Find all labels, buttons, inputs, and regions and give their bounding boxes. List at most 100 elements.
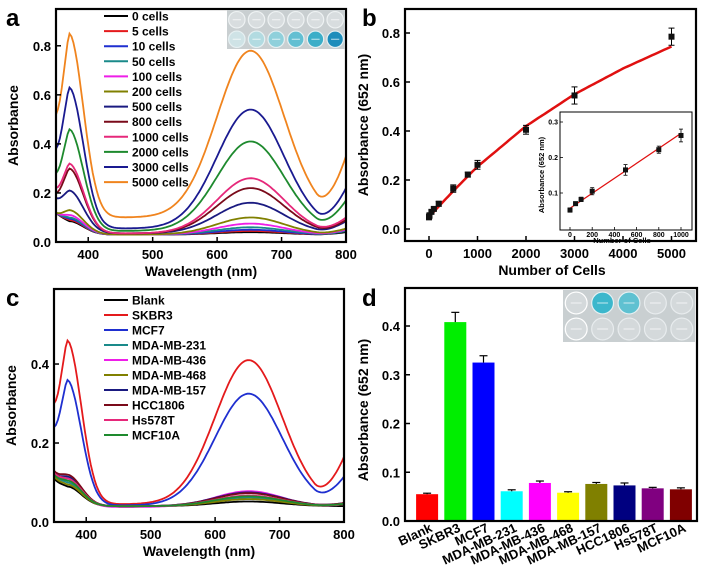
data-point: [426, 212, 433, 219]
y-tick-label: 0.1: [382, 465, 400, 480]
x-tick-label: 400: [77, 247, 99, 262]
inset-data-point: [578, 196, 584, 202]
y-axis-title: Absorbance: [3, 365, 19, 446]
y-tick-label: 0.2: [382, 417, 400, 432]
y-tick-label: 0.2: [382, 173, 400, 188]
inset-plot: 0 200 400 600 800 1000 0.1 0.2 0.3 Number of Cell…: [537, 111, 693, 245]
y-tick-label: 0.6: [33, 88, 51, 103]
y-tick-label: 0.4: [382, 124, 401, 139]
bar-mda-mb-231: [500, 491, 523, 521]
legend-label: 50 cells: [132, 55, 176, 69]
x-tick-label: 0: [425, 246, 432, 261]
series-line-200-cells: [56, 209, 346, 236]
series-group: [56, 31, 346, 236]
inset-y-tick-label: 0.2: [548, 155, 558, 162]
legend-label: 2000 cells: [132, 145, 189, 159]
inset-x-tick-label: 600: [631, 232, 643, 239]
y-tick-label: 0.2: [31, 436, 49, 451]
x-axis-title: Wavelength (nm): [145, 263, 257, 279]
y-tick-label: 0.0: [31, 515, 49, 530]
x-tick-label: 400: [75, 527, 97, 542]
x-tick-label: 600: [204, 527, 226, 542]
inset-x-tick-label: 800: [653, 232, 665, 239]
x-tick-label: 800: [333, 527, 355, 542]
x-tick-label: 500: [140, 527, 162, 542]
legend-label: 5000 cells: [132, 176, 189, 190]
data-point: [474, 161, 481, 168]
inset-data-point: [678, 132, 684, 138]
bar-mda-mb-436: [528, 482, 551, 521]
y-tick-label: 0.2: [33, 186, 51, 201]
x-tick-label: 700: [271, 247, 293, 262]
legend-label: 5 cells: [132, 25, 169, 39]
legend-label: 200 cells: [132, 85, 182, 99]
series-line-skbr3: [54, 338, 344, 505]
bar-mcf7: [472, 362, 495, 521]
bar-hs578t: [641, 488, 664, 521]
x-tick-label: 2000: [512, 246, 541, 261]
y-tick-label: 0.4: [33, 137, 52, 152]
inset-data-point: [567, 207, 573, 213]
legend-label: 500 cells: [132, 100, 182, 114]
x-tick-label: 500: [142, 247, 164, 262]
y-tick-label: 0.8: [382, 26, 400, 41]
x-tick-label: 5000: [657, 246, 686, 261]
legend-label: Hs578T: [132, 414, 175, 428]
legend-label: Blank: [132, 294, 165, 308]
bar-blank: [416, 494, 439, 521]
legend-label: 3000 cells: [132, 161, 189, 175]
plate-background: [227, 10, 345, 49]
legend-label: 800 cells: [132, 115, 182, 129]
x-tick-label: 1000: [463, 246, 492, 261]
legend-label: 100 cells: [132, 70, 182, 84]
series-group: [54, 338, 344, 508]
legend-label: MDA-MB-157: [132, 384, 206, 398]
plot-frame: [403, 286, 699, 523]
inset-y-tick-label: 0.3: [548, 120, 558, 127]
legend-label: HCC1806: [132, 399, 185, 413]
legend-label: 1000 cells: [132, 130, 189, 144]
inset-data-point: [623, 167, 628, 173]
panel-label-a: a: [6, 5, 20, 32]
panel-c: 400 500 600 700 800 0.0 0.2 0.4 Wavelength (nm) A…: [3, 287, 355, 559]
y-axis-title: Absorbance (652 nm): [355, 54, 371, 196]
inset-well-plate-a: [227, 10, 345, 49]
y-tick-label: 0.4: [31, 357, 50, 372]
inset-data-point: [656, 147, 662, 153]
data-point: [464, 171, 471, 178]
plot-frame: [52, 287, 346, 524]
data-point: [668, 33, 675, 40]
bar-mda-mb-468: [557, 492, 580, 521]
legend-label: MCF7: [132, 324, 165, 338]
data-point: [523, 126, 529, 133]
inset-well-plate-d: [563, 290, 695, 342]
y-tick-label: 0.0: [33, 235, 51, 250]
series-line-2000-cells: [56, 127, 346, 232]
inset-data-point: [589, 188, 595, 194]
legend-label: MDA-MB-231: [132, 339, 206, 353]
series-line-mcf7: [54, 378, 344, 507]
x-tick-label: 600: [206, 247, 228, 262]
x-tick-label: 4000: [609, 246, 638, 261]
panel-label-d: d: [362, 285, 377, 312]
inset-x-axis-title: Number of Cells: [593, 236, 651, 245]
data-point: [450, 185, 457, 192]
panel-d: BlankSKBR3MCF7MDA-MB-231MDA-MB-436MDA-MB…: [355, 286, 699, 568]
plot-frame: [403, 7, 698, 243]
inset-y-axis-title: Absorbance (652 nm): [537, 136, 546, 213]
panel-label-b: b: [362, 5, 377, 32]
series-line-3000-cells: [56, 85, 346, 230]
series-line-mcf10a: [54, 473, 344, 508]
bar-mcf10a: [669, 489, 692, 521]
legend-label: 10 cells: [132, 40, 176, 54]
x-axis-title: Number of Cells: [498, 262, 606, 278]
x-axis-title: Wavelength (nm): [143, 543, 255, 559]
bar-mda-mb-157: [585, 483, 608, 521]
inset-x-tick-label: 1000: [673, 232, 689, 239]
y-axis-title: Absorbance (652 nm): [355, 339, 371, 481]
x-tick-label: 700: [269, 527, 291, 542]
inset-data-point: [573, 201, 579, 207]
legend-label: 0 cells: [132, 10, 169, 24]
panel-a: 400 500 600 700 800 0.0 0.2 0.4 0.6 0.8 Wavelength…: [5, 7, 357, 279]
